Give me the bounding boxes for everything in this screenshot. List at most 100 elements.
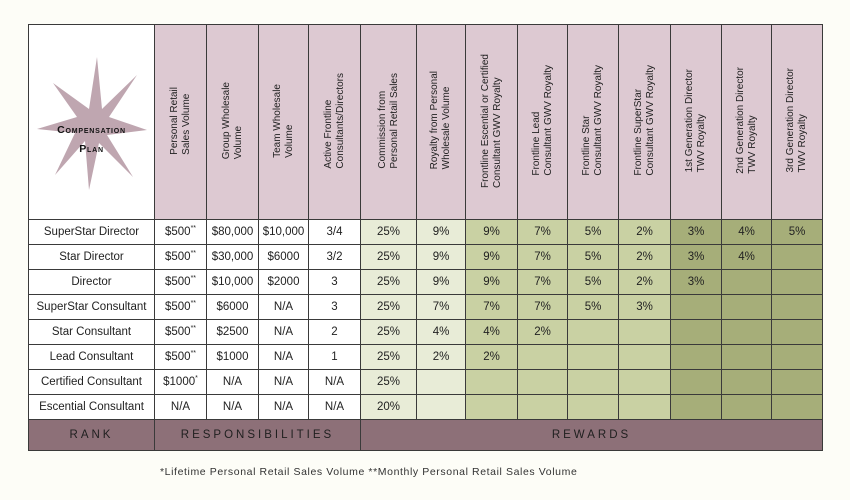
reward-cell: 4% — [721, 219, 772, 245]
reward-cell — [771, 394, 823, 420]
active-frontline-cell: N/A — [308, 394, 361, 420]
reward-cell: 2% — [416, 344, 466, 370]
rank-cell: SuperStar Consultant — [28, 294, 155, 320]
reward-cell — [670, 369, 722, 395]
retail-volume-value: $500 — [164, 276, 191, 288]
team-wholesale-cell: $6000 — [258, 244, 309, 270]
header-team-wholesale-volume: Team Wholesale Volume — [258, 24, 309, 220]
retail-volume-value: $1000 — [163, 376, 196, 388]
reward-cell — [465, 394, 518, 420]
table-row: Certified Consultant $1000* N/A N/A N/A 25% — [28, 369, 823, 395]
active-frontline-cell: 3 — [308, 294, 361, 320]
reward-cell: 7% — [517, 244, 568, 270]
reward-cell — [618, 369, 671, 395]
compensation-plan-table: Compensation Plan Personal Retail Sales … — [28, 24, 823, 451]
reward-cell — [721, 344, 772, 370]
header-1st-generation-royalty: 1st Generation Director TWV Royalty — [670, 24, 722, 220]
table-row: Director $500** $10,000 $2000 3 25% 9% 9% 7% 5% 2%… — [28, 269, 823, 295]
header-frontline-star-royalty: Frontline Star Consultant GWV Royalty — [567, 24, 619, 220]
reward-cell: 4% — [465, 319, 518, 345]
retail-volume-cell: $500** — [154, 344, 207, 370]
reward-cell: 25% — [360, 319, 417, 345]
reward-cell: 2% — [517, 319, 568, 345]
rank-cell: Star Consultant — [28, 319, 155, 345]
reward-cell — [771, 344, 823, 370]
reward-cell — [771, 244, 823, 270]
header-2nd-generation-royalty: 2nd Generation Director TWV Royalty — [721, 24, 772, 220]
reward-cell — [721, 269, 772, 295]
reward-cell: 5% — [567, 269, 619, 295]
rank-cell: Escential Consultant — [28, 394, 155, 420]
retail-volume-mark: ** — [190, 300, 197, 307]
reward-cell: 25% — [360, 219, 417, 245]
reward-cell: 7% — [416, 294, 466, 320]
header-commission-personal-retail: Commission from Personal Retail Sales — [360, 24, 417, 220]
reward-cell: 7% — [517, 294, 568, 320]
reward-cell: 9% — [465, 269, 518, 295]
reward-cell — [517, 394, 568, 420]
retail-volume-cell: $500** — [154, 319, 207, 345]
reward-cell — [670, 344, 722, 370]
active-frontline-cell: 3/4 — [308, 219, 361, 245]
header-frontline-lead-royalty: Frontline Lead Consultant GWV Royalty — [517, 24, 568, 220]
reward-cell: 9% — [465, 244, 518, 270]
reward-cell: 5% — [771, 219, 823, 245]
reward-cell: 2% — [618, 244, 671, 270]
reward-cell: 9% — [465, 219, 518, 245]
retail-volume-cell: $500** — [154, 219, 207, 245]
footer-rank: RANK — [28, 419, 155, 451]
active-frontline-cell: 3/2 — [308, 244, 361, 270]
retail-volume-value: $500 — [164, 326, 191, 338]
retail-volume-value: $500 — [164, 351, 191, 363]
logo-line-1: Compensation — [57, 124, 126, 136]
reward-cell — [517, 344, 568, 370]
rank-cell: Director — [28, 269, 155, 295]
reward-cell — [771, 369, 823, 395]
footer-rewards: REWARDS — [360, 419, 823, 451]
group-wholesale-cell: N/A — [206, 369, 259, 395]
reward-cell — [465, 369, 518, 395]
reward-cell: 3% — [670, 219, 722, 245]
table-row: Escential Consultant N/A N/A N/A N/A 20% — [28, 394, 823, 420]
reward-cell — [771, 294, 823, 320]
reward-cell: 2% — [465, 344, 518, 370]
reward-cell: 3% — [618, 294, 671, 320]
reward-cell — [416, 394, 466, 420]
rank-cell: Lead Consultant — [28, 344, 155, 370]
group-wholesale-cell: $30,000 — [206, 244, 259, 270]
star-icon — [37, 57, 147, 190]
footnote: *Lifetime Personal Retail Sales Volume *… — [160, 466, 578, 478]
team-wholesale-cell: N/A — [258, 294, 309, 320]
reward-cell: 3% — [670, 269, 722, 295]
reward-cell — [721, 369, 772, 395]
rank-cell: Star Director — [28, 244, 155, 270]
reward-cell — [618, 319, 671, 345]
active-frontline-cell: 2 — [308, 319, 361, 345]
reward-cell — [771, 269, 823, 295]
retail-volume-cell: $500** — [154, 269, 207, 295]
retail-volume-cell: $1000* — [154, 369, 207, 395]
reward-cell — [567, 319, 619, 345]
header-frontline-escential-royalty: Frontline Escential or Certified Consult… — [465, 24, 518, 220]
reward-cell: 7% — [465, 294, 518, 320]
reward-cell — [670, 319, 722, 345]
reward-cell — [567, 344, 619, 370]
group-wholesale-cell: $2500 — [206, 319, 259, 345]
reward-cell — [517, 369, 568, 395]
reward-cell: 7% — [517, 219, 568, 245]
team-wholesale-cell: $2000 — [258, 269, 309, 295]
team-wholesale-cell: $10,000 — [258, 219, 309, 245]
reward-cell — [618, 394, 671, 420]
logo-line-2: Plan — [79, 143, 104, 155]
reward-cell: 25% — [360, 294, 417, 320]
group-wholesale-cell: $10,000 — [206, 269, 259, 295]
reward-cell — [771, 319, 823, 345]
reward-cell — [567, 394, 619, 420]
reward-cell — [618, 344, 671, 370]
team-wholesale-cell: N/A — [258, 369, 309, 395]
logo: Compensation Plan — [28, 24, 155, 220]
reward-cell — [721, 294, 772, 320]
reward-cell: 25% — [360, 244, 417, 270]
retail-volume-mark: ** — [190, 225, 197, 232]
table-row: Lead Consultant $500** $1000 N/A 1 25% 2% 2% — [28, 344, 823, 370]
